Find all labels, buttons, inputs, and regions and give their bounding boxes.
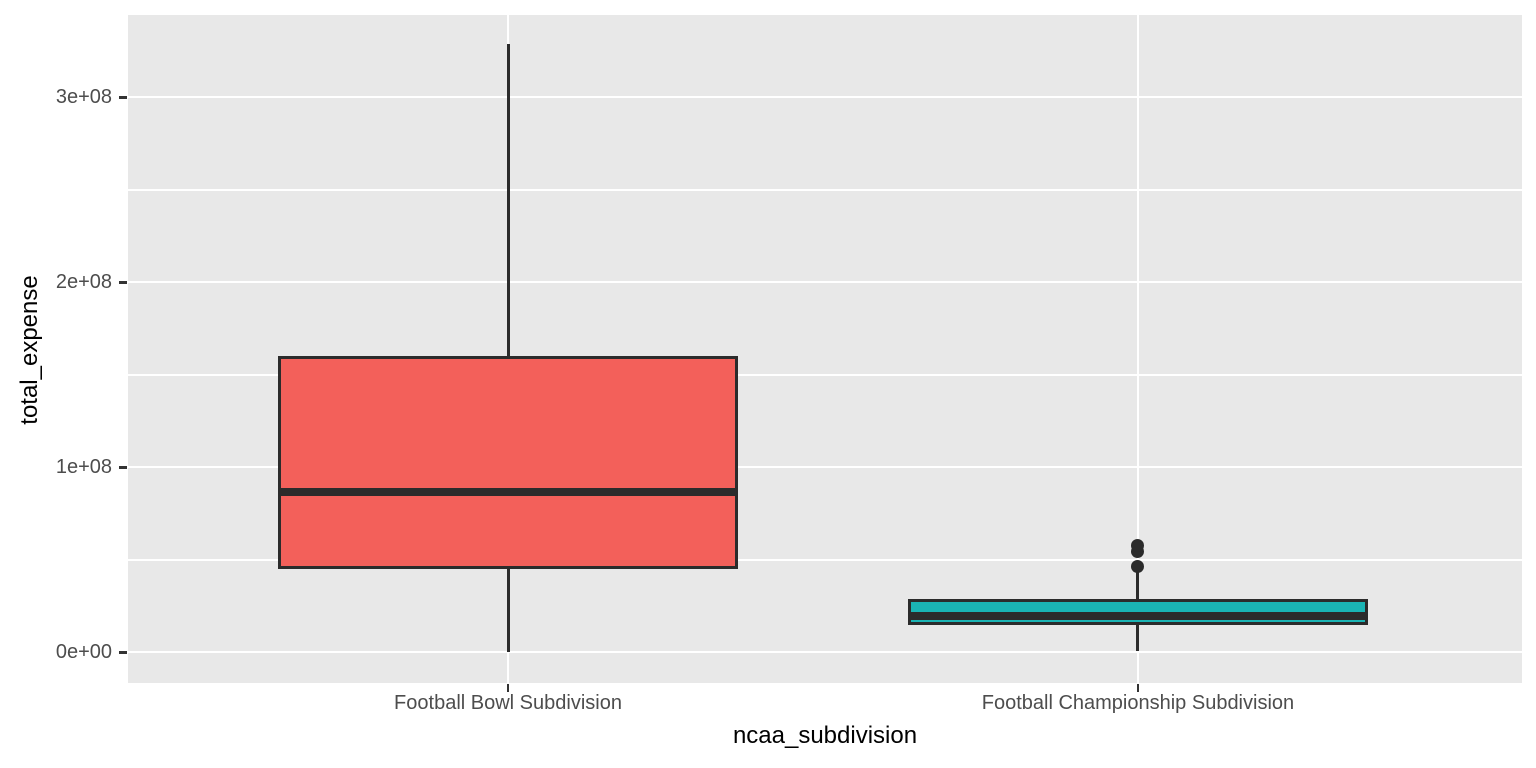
- y-major-gridline: [128, 96, 1522, 99]
- x-tick-mark: [506, 684, 510, 692]
- y-minor-gridline: [128, 374, 1522, 376]
- y-tick-label: 1e+08: [55, 456, 112, 479]
- y-tick-mark: [119, 651, 127, 654]
- y-tick-mark: [119, 281, 127, 284]
- y-axis-title: total_expense: [16, 275, 43, 425]
- whisker-line: [506, 43, 510, 653]
- y-tick-label: 2e+08: [55, 271, 112, 294]
- y-minor-gridline: [128, 559, 1522, 561]
- y-tick-label: 0e+00: [55, 641, 112, 664]
- outlier-point: [1131, 538, 1145, 552]
- x-tick-label: Football Bowl Subdivision: [394, 692, 622, 714]
- x-tick-label: Football Championship Subdivision: [981, 692, 1295, 714]
- y-tick-mark: [119, 96, 127, 99]
- box-iqr: [277, 356, 738, 570]
- x-axis-title: ncaa_subdivision: [732, 722, 918, 749]
- y-tick-mark: [119, 466, 127, 469]
- y-major-gridline: [128, 466, 1522, 469]
- y-minor-gridline: [128, 189, 1522, 191]
- x-major-gridline: [1136, 15, 1139, 683]
- y-major-gridline: [128, 651, 1522, 654]
- median-line: [907, 612, 1368, 621]
- x-tick-mark: [1136, 684, 1140, 692]
- median-line: [277, 488, 738, 497]
- outlier-point: [1131, 559, 1145, 573]
- y-major-gridline: [128, 281, 1522, 284]
- y-tick-label: 3e+08: [55, 86, 112, 109]
- plot-panel: [128, 15, 1522, 683]
